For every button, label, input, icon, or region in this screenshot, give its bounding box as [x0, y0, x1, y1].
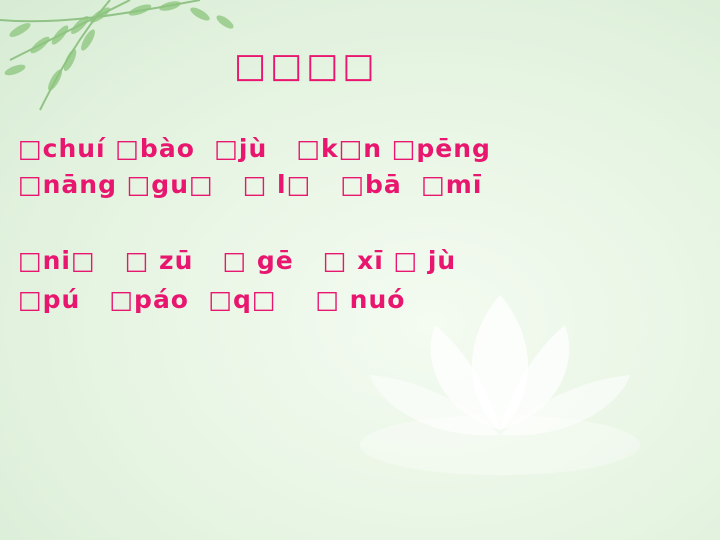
willow-leaves-decoration	[0, 0, 234, 111]
lotus-flower-decoration	[360, 295, 640, 475]
slide-title: □□□□	[234, 46, 379, 86]
pinyin-line-2: □nāng □gu□ □ l□ □bā □mī	[18, 170, 483, 199]
pinyin-line-3: □ni□ □ zū □ gē □ xī □ jù	[18, 246, 457, 275]
pinyin-line-4: □pú □páo □q□ □ nuó	[18, 285, 406, 314]
pinyin-line-1: □chuí □bào □jù □k□n □pēng	[18, 134, 491, 163]
